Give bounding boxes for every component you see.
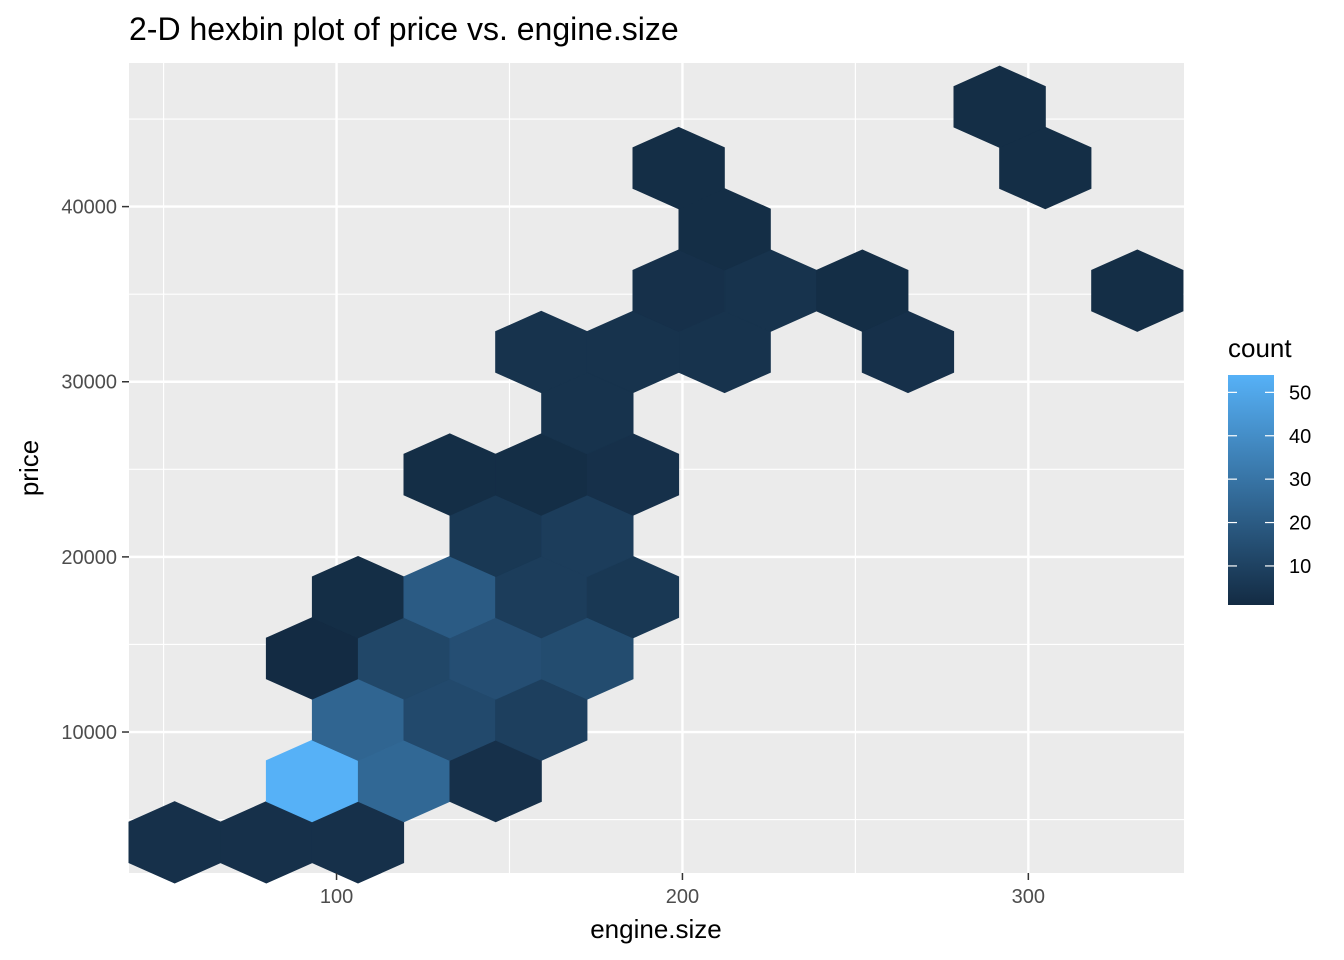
legend-label: 20 xyxy=(1289,513,1311,535)
legend-title: count xyxy=(1228,333,1292,363)
legend-label: 50 xyxy=(1289,382,1311,404)
y-tick-label: 10000 xyxy=(61,722,117,744)
hexbin-cell xyxy=(1091,249,1184,332)
legend-colorbar xyxy=(1228,375,1274,605)
chart-title: 2-D hexbin plot of price vs. engine.size xyxy=(129,11,679,47)
legend-ticks xyxy=(1228,391,1274,567)
hexbin-cell xyxy=(632,126,725,210)
hexbin-cell xyxy=(953,65,1046,148)
y-axis-title: price xyxy=(14,440,44,496)
x-tick-label: 100 xyxy=(320,886,353,908)
hexbin-cells xyxy=(128,65,1184,884)
legend-label: 30 xyxy=(1289,469,1311,491)
legend-label: 10 xyxy=(1289,556,1311,578)
legend: count 10 20 30 40 50 xyxy=(1228,333,1311,605)
x-tick-label: 200 xyxy=(666,886,699,908)
y-tick-label: 40000 xyxy=(61,197,117,219)
y-tick-label: 20000 xyxy=(61,547,117,569)
x-axis-title: engine.size xyxy=(590,914,722,944)
axis-ticks xyxy=(122,205,1030,880)
y-tick-label: 30000 xyxy=(61,372,117,394)
legend-label: 40 xyxy=(1289,426,1311,448)
x-tick-label: 300 xyxy=(1012,886,1045,908)
hexbin-cell xyxy=(816,249,909,332)
